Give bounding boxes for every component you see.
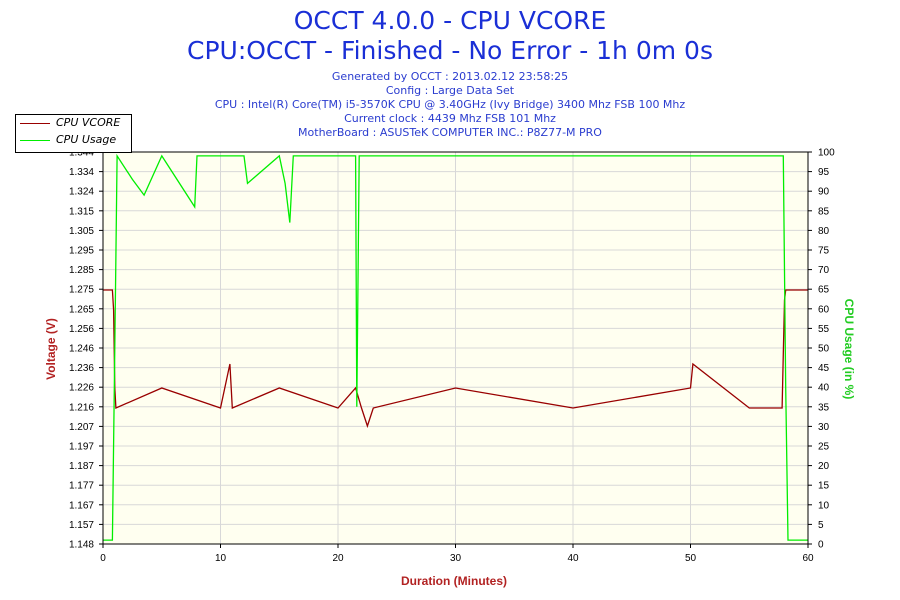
y-left-tick-label: 1.265 bbox=[69, 304, 94, 315]
x-tick-label: 50 bbox=[685, 553, 697, 564]
y-right-tick-label: 45 bbox=[818, 363, 830, 374]
y-axis-label-right: CPU Usage (in %) bbox=[842, 299, 856, 400]
y-left-tick-label: 1.334 bbox=[69, 167, 94, 178]
y-right-tick-label: 90 bbox=[818, 187, 830, 198]
y-left-tick-label: 1.305 bbox=[69, 226, 94, 237]
y-right-tick-label: 55 bbox=[818, 324, 830, 335]
y-left-tick-label: 1.256 bbox=[69, 324, 94, 335]
info-config: Config : Large Data Set bbox=[385, 84, 515, 97]
y-right-tick-label: 15 bbox=[818, 481, 830, 492]
legend-item-vcore: CPU VCORE bbox=[20, 116, 120, 132]
chart-title: OCCT 4.0.0 - CPU VCORE bbox=[293, 6, 607, 35]
y-right-tick-label: 5 bbox=[818, 520, 824, 531]
legend-item-usage: CPU Usage bbox=[20, 133, 116, 149]
legend-swatch-vcore bbox=[20, 122, 50, 124]
y-left-tick-label: 1.207 bbox=[69, 422, 94, 433]
x-tick-label: 30 bbox=[450, 553, 462, 564]
y-right-tick-label: 100 bbox=[818, 148, 835, 159]
x-tick-label: 40 bbox=[567, 553, 579, 564]
y-left-tick-label: 1.236 bbox=[69, 363, 94, 374]
y-left-tick-label: 1.285 bbox=[69, 265, 94, 276]
y-left-tick-label: 1.157 bbox=[69, 520, 94, 531]
series-line-vcore bbox=[103, 289, 808, 429]
y-left-tick-label: 1.216 bbox=[69, 402, 94, 413]
x-tick-label: 20 bbox=[332, 553, 344, 564]
info-generated: Generated by OCCT : 2013.02.12 23:58:25 bbox=[331, 70, 569, 83]
y-right-tick-label: 25 bbox=[818, 442, 830, 453]
x-tick-label: 0 bbox=[100, 553, 106, 564]
y-left-tick-label: 1.226 bbox=[69, 383, 94, 394]
info-cpu: CPU : Intel(R) Core(TM) i5-3570K CPU @ 3… bbox=[214, 98, 686, 111]
y-left-tick-label: 1.167 bbox=[69, 500, 94, 511]
y-right-tick-label: 70 bbox=[818, 265, 830, 276]
y-left-tick-label: 1.148 bbox=[69, 540, 94, 551]
y-left-tick-label: 1.315 bbox=[69, 206, 94, 217]
x-axis-label: Duration (Minutes) bbox=[401, 574, 507, 588]
y-right-tick-label: 35 bbox=[818, 402, 830, 413]
y-axis-label-left: Voltage (V) bbox=[44, 318, 58, 380]
y-right-tick-label: 20 bbox=[818, 461, 830, 472]
y-right-tick-label: 0 bbox=[818, 540, 824, 551]
y-left-tick-label: 1.197 bbox=[69, 442, 94, 453]
y-right-tick-label: 40 bbox=[818, 383, 830, 394]
legend-label-usage: CPU Usage bbox=[56, 133, 117, 146]
axis-ticks: 0 10 20 30 40 50 601.1481.1571.1671.1771.1871.… bbox=[69, 148, 835, 565]
series-line-usage bbox=[103, 153, 808, 541]
y-left-tick-label: 1.246 bbox=[69, 344, 94, 355]
y-right-tick-label: 95 bbox=[818, 167, 830, 178]
y-left-tick-label: 1.344 bbox=[69, 148, 94, 159]
y-right-tick-label: 50 bbox=[818, 344, 830, 355]
y-left-tick-label: 1.177 bbox=[69, 481, 94, 492]
y-right-tick-label: 30 bbox=[818, 422, 830, 433]
y-right-tick-label: 65 bbox=[818, 285, 830, 296]
legend-label-vcore: CPU VCORE bbox=[56, 116, 121, 129]
y-right-tick-label: 80 bbox=[818, 226, 830, 237]
x-tick-label: 60 bbox=[802, 553, 814, 564]
info-clock: Current clock : 4439 Mhz FSB 101 Mhz bbox=[344, 112, 556, 125]
series-layer bbox=[103, 153, 808, 541]
info-motherboard: MotherBoard : ASUSTeK COMPUTER INC.: P8Z… bbox=[298, 126, 602, 139]
y-right-tick-label: 60 bbox=[818, 304, 830, 315]
legend: CPU VCORE CPU Usage bbox=[15, 114, 132, 153]
y-right-tick-label: 85 bbox=[818, 206, 830, 217]
y-left-tick-label: 1.295 bbox=[69, 246, 94, 257]
x-tick-label: 10 bbox=[215, 553, 227, 564]
y-left-tick-label: 1.187 bbox=[69, 461, 94, 472]
legend-swatch-usage bbox=[20, 139, 50, 141]
y-right-tick-label: 10 bbox=[818, 500, 830, 511]
y-left-tick-label: 1.324 bbox=[69, 187, 94, 198]
grid-lines bbox=[103, 152, 808, 544]
y-left-tick-label: 1.275 bbox=[69, 285, 94, 296]
chart-subtitle: CPU:OCCT - Finished - No Error - 1h 0m 0… bbox=[187, 36, 713, 65]
y-right-tick-label: 75 bbox=[818, 246, 830, 257]
